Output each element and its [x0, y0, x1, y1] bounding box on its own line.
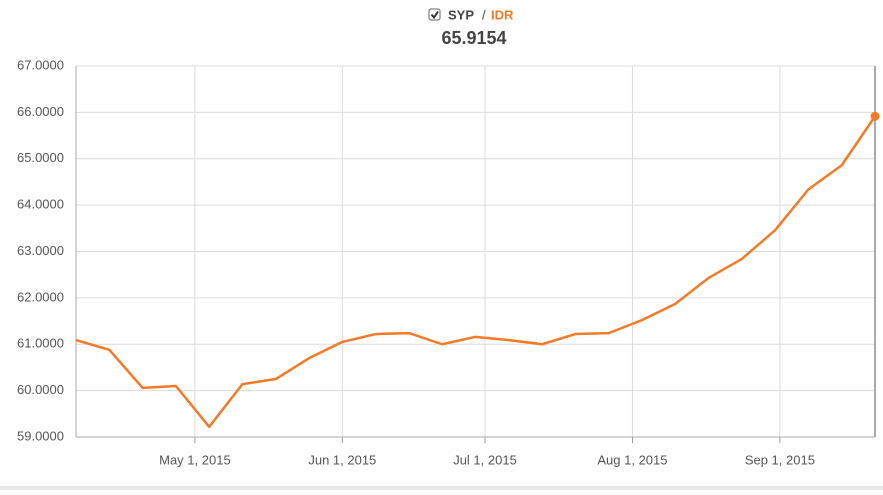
x-tick-label: Jul 1, 2015: [453, 452, 517, 467]
y-tick-label: 62.0000: [17, 289, 64, 304]
x-tick-label: Aug 1, 2015: [597, 452, 667, 467]
current-value: 65.9154: [441, 28, 506, 48]
x-tick-label: Jun 1, 2015: [308, 452, 376, 467]
y-tick-label: 65.0000: [17, 150, 64, 165]
y-tick-label: 67.0000: [17, 57, 64, 72]
line: [75, 115, 877, 429]
legend-quote: IDR: [491, 7, 514, 22]
last-point: [870, 111, 880, 121]
legend-separator: /: [482, 7, 486, 22]
y-tick-label: 63.0000: [17, 243, 64, 258]
legend-base: SYP: [448, 7, 474, 22]
checkbox-check: [430, 10, 439, 20]
y-tick-label: 64.0000: [17, 197, 64, 212]
y-tick-label: 59.0000: [17, 428, 64, 443]
checkbox[interactable]: [428, 8, 441, 21]
x-tick-label: Sep 1, 2015: [745, 452, 815, 467]
y-tick-label: 66.0000: [17, 104, 64, 119]
x-tick-label: May 1, 2015: [159, 452, 231, 467]
y-tick-label: 60.0000: [17, 382, 64, 397]
y-tick-label: 61.0000: [17, 336, 64, 351]
bottom-bar: [0, 486, 883, 490]
